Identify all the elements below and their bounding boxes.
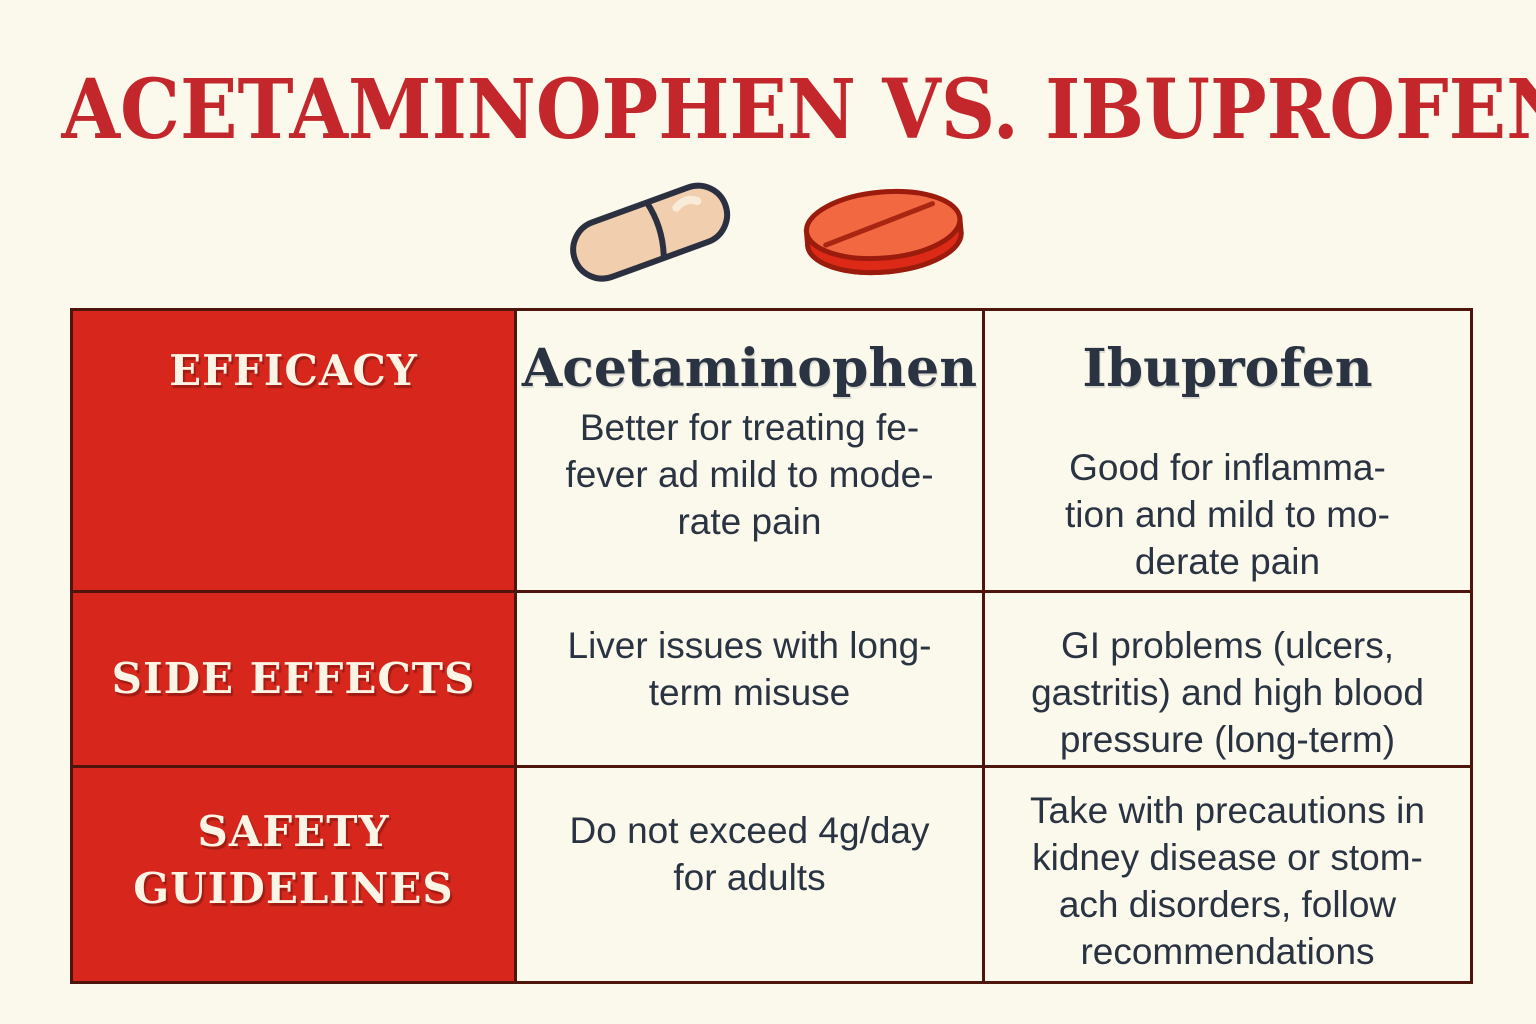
row-header-efficacy: EFFICACY (73, 311, 517, 593)
page-title: ACETAMINOPHEN VS. IBUPROFEN (61, 62, 1536, 158)
cell-side-effects-acetaminophen: Liver issues with long- term misuse (517, 593, 985, 768)
safety-acetaminophen-text: Do not exceed 4g/day for adults (569, 810, 930, 898)
cell-safety-acetaminophen: Do not exceed 4g/day for adults (517, 768, 985, 981)
row-header-side-effects: SIDE EFFECTS (73, 593, 517, 768)
capsule-icon (560, 172, 742, 296)
comparison-table: EFFICACY Acetaminophen Better for treati… (70, 308, 1473, 984)
side-effects-acetaminophen-text: Liver issues with long- term misuse (567, 625, 932, 713)
side-effects-ibuprofen-text: GI problems (ulcers, gastritis) and high… (1031, 625, 1424, 760)
tablet-icon-svg (803, 188, 964, 275)
cell-safety-ibuprofen: Take with precautions in kidney disease … (985, 768, 1470, 981)
efficacy-ibuprofen-text: Good for inflamma- tion and mild to mo- … (1065, 446, 1390, 582)
efficacy-acetaminophen-text: Better for treating fe- fever ad mild to… (565, 406, 934, 542)
cell-efficacy-acetaminophen: Acetaminophen Better for treating fe- fe… (517, 311, 985, 593)
tablet-icon (795, 174, 974, 293)
cell-side-effects-ibuprofen: GI problems (ulcers, gastritis) and high… (985, 593, 1470, 768)
drug-name-ibuprofen: Ibuprofen (1082, 338, 1373, 399)
drug-name-acetaminophen: Acetaminophen (521, 338, 978, 399)
safety-ibuprofen-text: Take with precautions in kidney disease … (1030, 790, 1425, 972)
row-header-safety-guidelines: SAFETY GUIDELINES (73, 768, 517, 981)
capsule-icon-svg (570, 182, 731, 282)
cell-efficacy-ibuprofen: Ibuprofen Good for inflamma- tion and mi… (985, 311, 1470, 593)
pills-illustration (0, 168, 1536, 300)
